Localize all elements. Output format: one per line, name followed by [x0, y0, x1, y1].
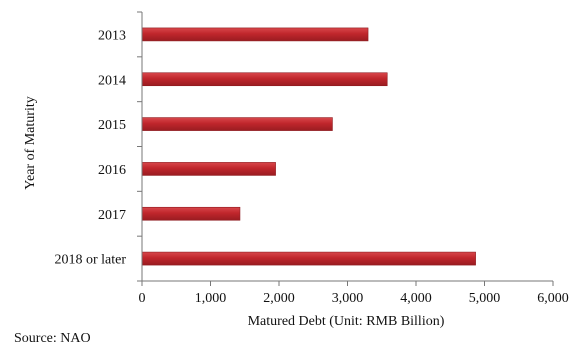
y-axis-ticks	[137, 11, 142, 282]
bar-2016	[141, 162, 276, 176]
x-tick-label: 6,000	[537, 291, 569, 306]
x-tick-label: 0	[139, 291, 146, 306]
y-axis-title: Year of Maturity	[23, 96, 38, 189]
x-tick-label: 4,000	[400, 291, 432, 306]
bar-2017	[141, 206, 241, 221]
category-labels: 2013 2014 2015 2016 2017 2018 or later	[54, 28, 126, 267]
category-label: 2013	[98, 28, 126, 43]
x-axis-title: Matured Debt (Unit: RMB Billion)	[248, 314, 445, 329]
category-label: 2014	[98, 73, 126, 88]
x-tick-label: 3,000	[332, 291, 364, 306]
x-tick-label: 1,000	[195, 291, 227, 306]
category-label: 2018 or later	[54, 253, 126, 268]
x-axis-ticks: 0 1,000 2,000 3,000 4,000 5,000 6,000	[139, 281, 569, 306]
category-label: 2016	[98, 163, 126, 178]
bar-2015	[141, 117, 333, 131]
category-label: 2015	[98, 118, 126, 133]
category-label: 2017	[98, 208, 126, 223]
bar-2014	[141, 72, 388, 87]
source-note: Source: NAO	[14, 331, 91, 344]
bar-2013	[141, 27, 369, 42]
bar-2018-or-later	[141, 251, 476, 266]
x-tick-label: 5,000	[469, 291, 501, 306]
x-tick-label: 2,000	[263, 291, 295, 306]
bars-group	[141, 27, 476, 266]
